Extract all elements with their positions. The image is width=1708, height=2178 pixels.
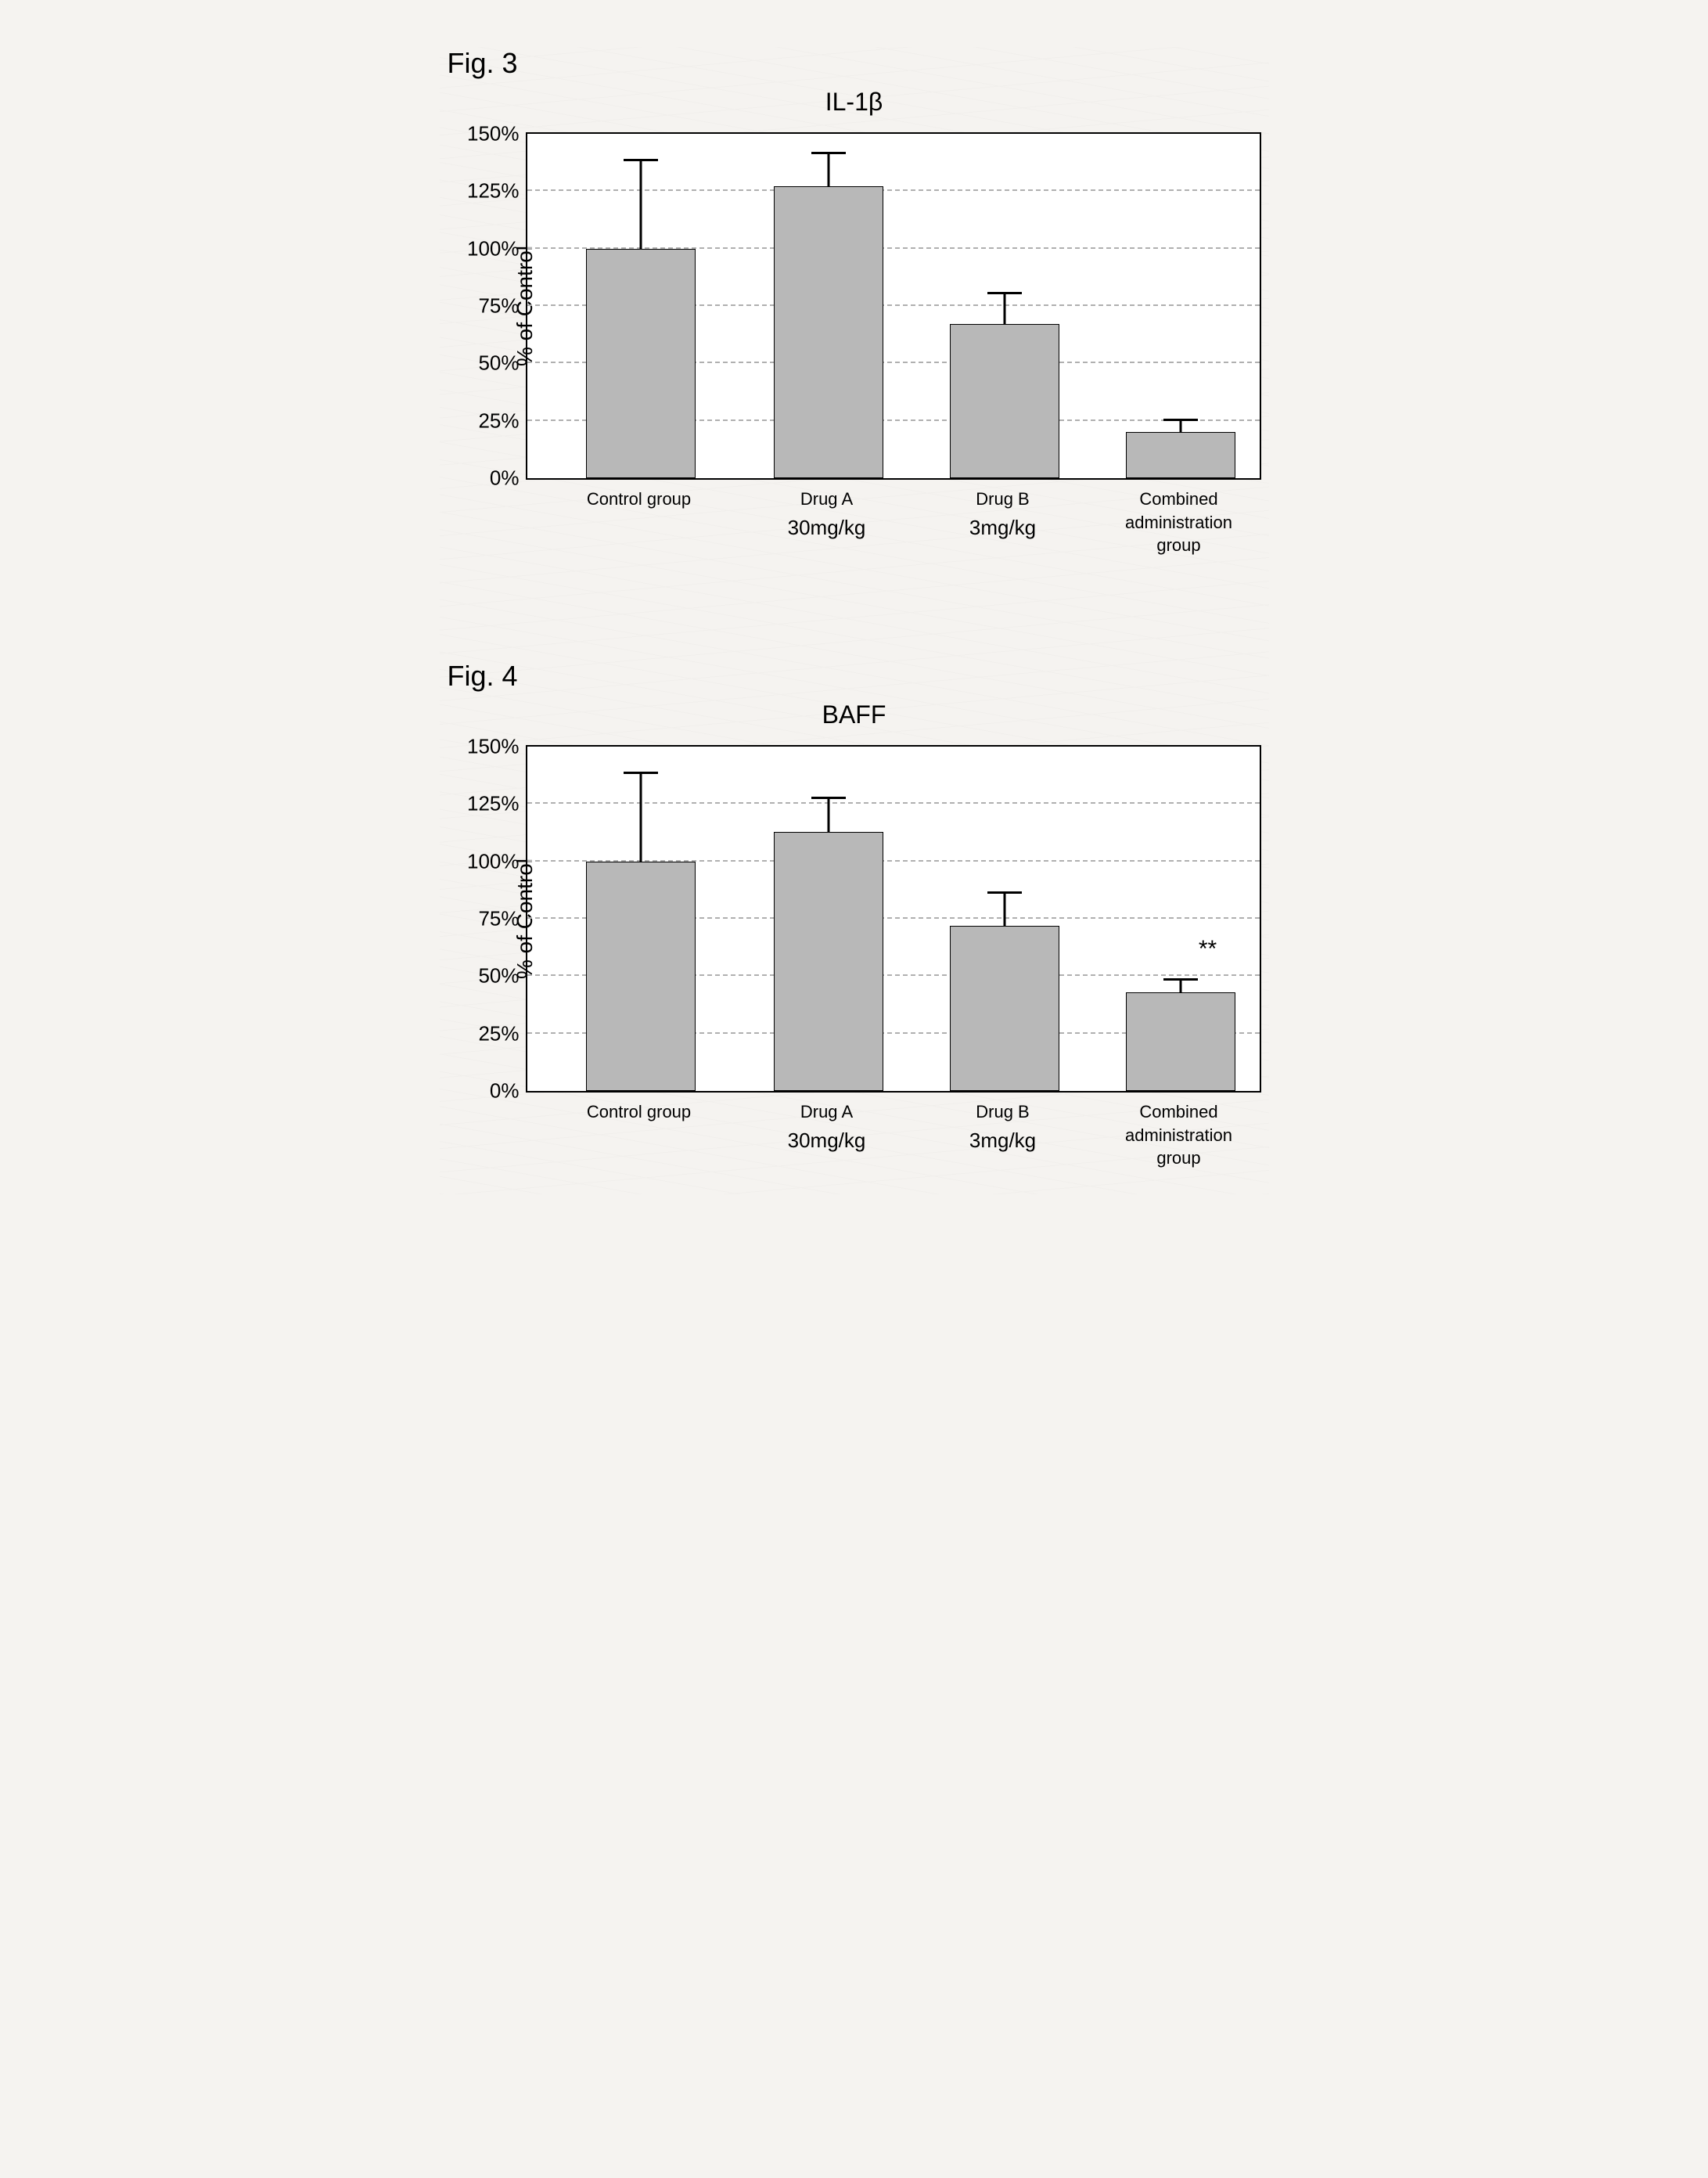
significance-mark: ** [1199, 936, 1217, 963]
x-tick-label: Combinedadministrationgroup [1101, 488, 1257, 557]
x-tick-label-line1: Combinedadministrationgroup [1101, 1100, 1257, 1170]
x-tick-label-line1: Combinedadministrationgroup [1101, 488, 1257, 557]
y-tick-label: 100% [467, 849, 527, 873]
y-tick-label: 125% [467, 179, 527, 203]
error-bar-line [639, 161, 642, 248]
x-axis-labels: Control group Drug A 30mg/kg Drug B 3mg/kg Co… [526, 1100, 1261, 1194]
x-tick-label: Drug A 30mg/kg [749, 488, 905, 542]
chart-title: IL-1β [440, 88, 1269, 117]
bar [950, 926, 1059, 1091]
page: Fig. 3 IL-1β % of Control0%25%50%75%100%12… [440, 47, 1269, 1194]
error-bar-line [1003, 894, 1005, 926]
x-tick-label-line1: Control group [561, 488, 717, 511]
y-tick-label: 75% [478, 907, 527, 931]
x-tick-label-line2: 3mg/kg [925, 1127, 1081, 1154]
bar [586, 862, 696, 1091]
bars-container [527, 134, 1260, 478]
y-tick-label: 50% [478, 351, 527, 376]
x-tick-label: Drug B 3mg/kg [925, 1100, 1081, 1154]
error-bar-cap [624, 772, 658, 774]
error-bar-line [639, 774, 642, 861]
x-tick-label: Control group [561, 488, 717, 511]
bars-container [527, 747, 1260, 1091]
y-tick-label: 0% [490, 1079, 527, 1103]
y-tick-label: 25% [478, 1021, 527, 1046]
x-tick-label-line1: Drug B [925, 1100, 1081, 1124]
x-tick-label-line2: 30mg/kg [749, 1127, 905, 1154]
figure: Fig. 3 IL-1β % of Control0%25%50%75%100%12… [440, 47, 1269, 581]
x-tick-label: Combinedadministrationgroup [1101, 1100, 1257, 1170]
y-tick-label: 50% [478, 964, 527, 988]
error-bar-line [827, 799, 829, 831]
bar [586, 249, 696, 478]
y-tick-label: 125% [467, 792, 527, 816]
error-bar-cap [987, 292, 1022, 294]
x-tick-label-line2: 30mg/kg [749, 514, 905, 542]
error-bar-line [1179, 421, 1181, 433]
error-bar-line [827, 154, 829, 186]
x-tick-label-line1: Control group [561, 1100, 717, 1124]
y-tick-label: 75% [478, 294, 527, 319]
error-bar-cap [987, 891, 1022, 894]
x-tick-label: Drug B 3mg/kg [925, 488, 1081, 542]
error-bar-cap [1163, 419, 1198, 421]
y-tick-label: 150% [467, 735, 527, 759]
error-bar-line [1003, 294, 1005, 324]
bar [774, 832, 883, 1091]
y-tick-label: 100% [467, 236, 527, 261]
error-bar-cap [624, 159, 658, 161]
chart-plot-area: % of Control0%25%50%75%100%125%150% [526, 132, 1261, 480]
bar [1126, 992, 1235, 1091]
x-axis-labels: Control group Drug A 30mg/kg Drug B 3mg/kg Co… [526, 488, 1261, 581]
x-tick-label: Control group [561, 1100, 717, 1124]
bar [774, 186, 883, 478]
y-tick-label: 25% [478, 409, 527, 433]
x-tick-label-line1: Drug A [749, 488, 905, 511]
chart-title: BAFF [440, 700, 1269, 729]
y-tick-label: 150% [467, 122, 527, 146]
error-bar-cap [811, 797, 846, 799]
x-tick-label-line1: Drug B [925, 488, 1081, 511]
bar [1126, 432, 1235, 478]
y-tick-label: 0% [490, 466, 527, 491]
x-tick-label-line2: 3mg/kg [925, 514, 1081, 542]
error-bar-cap [1163, 978, 1198, 981]
error-bar-line [1179, 981, 1181, 992]
chart-plot-area: % of Control0%25%50%75%100%125%150%** [526, 745, 1261, 1093]
figure-label: Fig. 4 [448, 660, 1269, 693]
x-tick-label-line1: Drug A [749, 1100, 905, 1124]
bar [950, 324, 1059, 478]
x-tick-label: Drug A 30mg/kg [749, 1100, 905, 1154]
figure-label: Fig. 3 [448, 47, 1269, 80]
figure: Fig. 4 BAFF % of Control0%25%50%75%100%125… [440, 660, 1269, 1194]
error-bar-cap [811, 152, 846, 154]
